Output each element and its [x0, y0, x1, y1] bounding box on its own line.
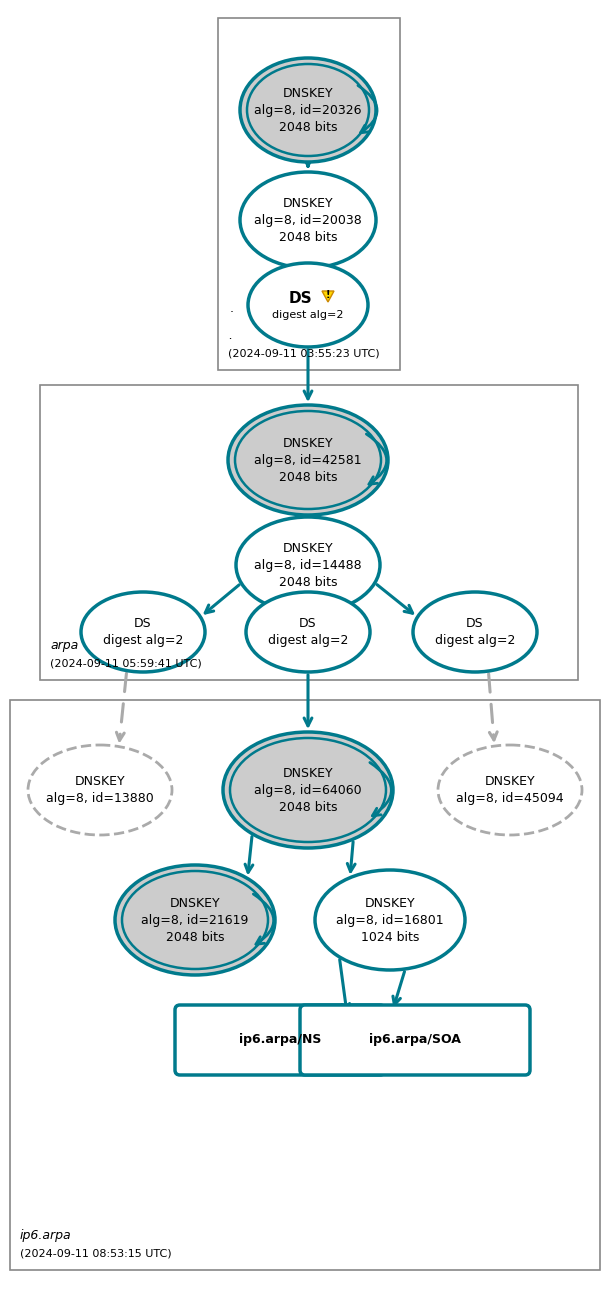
Ellipse shape — [230, 738, 386, 842]
Text: ip6.arpa/SOA: ip6.arpa/SOA — [369, 1034, 461, 1047]
Text: !: ! — [326, 290, 330, 300]
Text: DNSKEY
alg=8, id=16801
1024 bits: DNSKEY alg=8, id=16801 1024 bits — [336, 896, 444, 943]
Ellipse shape — [81, 592, 205, 672]
Text: ip6.arpa/NS: ip6.arpa/NS — [239, 1034, 321, 1047]
Ellipse shape — [122, 872, 268, 969]
Ellipse shape — [438, 746, 582, 835]
Ellipse shape — [240, 58, 376, 162]
Text: DNSKEY
alg=8, id=45094: DNSKEY alg=8, id=45094 — [456, 776, 564, 805]
Text: (2024-09-11 05:59:41 UTC): (2024-09-11 05:59:41 UTC) — [50, 659, 202, 668]
Text: arpa: arpa — [50, 639, 78, 652]
Ellipse shape — [115, 865, 275, 976]
Text: DNSKEY
alg=8, id=42581
2048 bits: DNSKEY alg=8, id=42581 2048 bits — [254, 436, 362, 483]
Ellipse shape — [246, 592, 370, 672]
Text: DS
digest alg=2: DS digest alg=2 — [268, 617, 348, 647]
Text: .: . — [230, 301, 234, 314]
Ellipse shape — [228, 405, 388, 514]
Text: .: . — [228, 329, 232, 342]
Polygon shape — [322, 291, 334, 301]
Ellipse shape — [315, 870, 465, 970]
Text: DNSKEY
alg=8, id=13880: DNSKEY alg=8, id=13880 — [46, 776, 154, 805]
Text: DS: DS — [288, 291, 312, 305]
Text: ip6.arpa: ip6.arpa — [20, 1229, 72, 1242]
Text: DNSKEY
alg=8, id=64060
2048 bits: DNSKEY alg=8, id=64060 2048 bits — [254, 766, 362, 813]
Bar — [40, 385, 578, 679]
Text: (2024-09-11 08:53:15 UTC): (2024-09-11 08:53:15 UTC) — [20, 1248, 172, 1257]
FancyArrowPatch shape — [370, 763, 391, 816]
Ellipse shape — [28, 746, 172, 835]
Text: DNSKEY
alg=8, id=21619
2048 bits: DNSKEY alg=8, id=21619 2048 bits — [142, 896, 249, 943]
Text: DS
digest alg=2: DS digest alg=2 — [103, 617, 183, 647]
Text: DNSKEY
alg=8, id=20326
2048 bits: DNSKEY alg=8, id=20326 2048 bits — [254, 87, 362, 134]
FancyArrowPatch shape — [253, 894, 273, 944]
Ellipse shape — [235, 410, 381, 509]
Text: (2024-09-11 03:55:23 UTC): (2024-09-11 03:55:23 UTC) — [228, 348, 379, 359]
Bar — [10, 700, 600, 1270]
Ellipse shape — [240, 171, 376, 268]
Bar — [218, 18, 400, 370]
Text: DS
digest alg=2: DS digest alg=2 — [435, 617, 515, 647]
Ellipse shape — [223, 733, 393, 848]
FancyBboxPatch shape — [300, 1005, 530, 1076]
FancyBboxPatch shape — [175, 1005, 385, 1076]
Ellipse shape — [248, 262, 368, 347]
Ellipse shape — [413, 592, 537, 672]
FancyArrowPatch shape — [358, 86, 377, 132]
Text: digest alg=2: digest alg=2 — [272, 310, 344, 320]
Ellipse shape — [236, 517, 380, 613]
Text: DNSKEY
alg=8, id=20038
2048 bits: DNSKEY alg=8, id=20038 2048 bits — [254, 196, 362, 243]
FancyArrowPatch shape — [367, 434, 387, 485]
Ellipse shape — [247, 64, 369, 156]
Text: DNSKEY
alg=8, id=14488
2048 bits: DNSKEY alg=8, id=14488 2048 bits — [254, 542, 362, 588]
